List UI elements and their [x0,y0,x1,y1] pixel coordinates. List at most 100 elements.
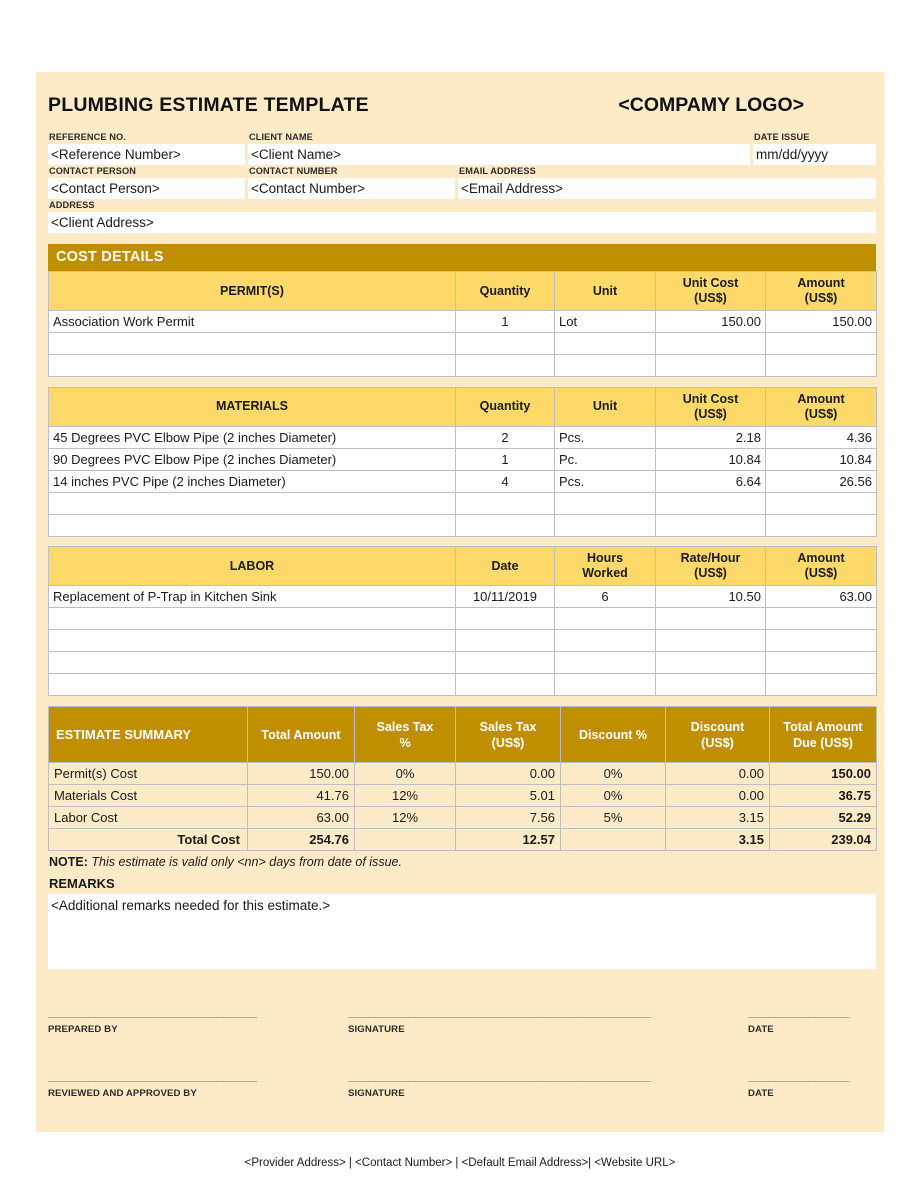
table-row[interactable]: 45 Degrees PVC Elbow Pipe (2 inches Diam… [48,425,877,449]
permit-quantity[interactable] [455,354,555,377]
material-amount: 26.56 [765,469,877,493]
labor-description[interactable] [48,607,456,630]
estimate-page: PLUMBING ESTIMATE TEMPLATE <COMPAMY LOGO… [36,72,884,1132]
summary-sales-tax-pct[interactable]: 12% [354,806,456,829]
material-description[interactable] [48,513,456,537]
summary-total-discount-pct [560,828,666,851]
labor-date[interactable] [455,651,555,674]
summary-discount-pct[interactable]: 0% [560,762,666,785]
labor-rate-per-hour[interactable] [655,673,766,696]
title-bar: PLUMBING ESTIMATE TEMPLATE <COMPAMY LOGO… [48,72,876,131]
labor-rate-per-hour[interactable] [655,629,766,652]
material-unit[interactable] [554,513,656,537]
material-unit[interactable] [554,491,656,515]
material-description[interactable]: 45 Degrees PVC Elbow Pipe (2 inches Diam… [48,425,456,449]
permit-description[interactable] [48,332,456,355]
labor-description[interactable]: Replacement of P-Trap in Kitchen Sink [48,585,456,608]
table-row[interactable] [48,513,877,537]
material-unit[interactable]: Pc. [554,447,656,471]
labor-date[interactable] [455,607,555,630]
labor-hours-worked[interactable] [554,629,656,652]
labor-rate-per-hour[interactable] [655,651,766,674]
table-row[interactable] [48,354,877,377]
material-quantity[interactable]: 2 [455,425,555,449]
labor-col-rate-line1: Rate/Hour [680,551,741,565]
table-row[interactable] [48,673,877,696]
material-unit[interactable]: Pcs. [554,469,656,493]
labor-description[interactable] [48,629,456,652]
material-unit[interactable]: Pcs. [554,425,656,449]
contact-number-field[interactable]: <Contact Number> [248,178,455,199]
summary-sales-tax-usd: 5.01 [455,784,561,807]
permit-quantity[interactable] [455,332,555,355]
address-field[interactable]: <Client Address> [48,212,876,233]
labor-rate-per-hour[interactable]: 10.50 [655,585,766,608]
email-address-field[interactable]: <Email Address> [458,178,876,199]
table-row[interactable]: 90 Degrees PVC Elbow Pipe (2 inches Diam… [48,447,877,471]
material-unit-cost[interactable]: 10.84 [655,447,766,471]
materials-header-row: MATERIALS Quantity Unit Unit Cost (US$) … [48,386,877,427]
material-quantity[interactable] [455,513,555,537]
material-unit-cost[interactable]: 2.18 [655,425,766,449]
summary-col-total-amount: Total Amount [247,706,355,763]
labor-date[interactable] [455,673,555,696]
permit-unit-cost[interactable] [655,332,766,355]
summary-sales-tax-pct[interactable]: 12% [354,784,456,807]
labor-amount [765,673,877,696]
summary-discount-pct[interactable]: 0% [560,784,666,807]
summary-discount-pct[interactable]: 5% [560,806,666,829]
material-quantity[interactable]: 1 [455,447,555,471]
table-row[interactable]: 14 inches PVC Pipe (2 inches Diameter) 4… [48,469,877,493]
summary-sales-tax-pct[interactable]: 0% [354,762,456,785]
permit-description[interactable] [48,354,456,377]
permit-unit-cost[interactable]: 150.00 [655,310,766,333]
client-name-field[interactable]: <Client Name> [248,144,750,165]
material-unit-cost[interactable] [655,491,766,515]
summary-discount-usd: 0.00 [665,784,770,807]
material-quantity[interactable]: 4 [455,469,555,493]
material-quantity[interactable] [455,491,555,515]
permit-quantity[interactable]: 1 [455,310,555,333]
permit-amount [765,354,877,377]
permit-unit-cost[interactable] [655,354,766,377]
table-row[interactable]: Association Work Permit 1 Lot 150.00 150… [48,310,877,333]
table-row[interactable] [48,332,877,355]
material-unit-cost[interactable]: 6.64 [655,469,766,493]
permit-unit[interactable] [554,332,656,355]
permit-unit[interactable] [554,354,656,377]
table-row[interactable] [48,607,877,630]
prepared-by-caption: PREPARED BY [48,1024,118,1035]
table-row[interactable]: Replacement of P-Trap in Kitchen Sink 10… [48,585,877,608]
material-description[interactable]: 90 Degrees PVC Elbow Pipe (2 inches Diam… [48,447,456,471]
permit-amount [765,332,877,355]
remarks-field[interactable]: <Additional remarks needed for this esti… [48,894,876,969]
summary-col-total-due-line1: Total Amount [783,719,863,734]
table-row[interactable] [48,651,877,674]
materials-col-amount-line2: (US$) [804,406,838,421]
summary-label: Labor Cost [48,806,248,829]
address-label: ADDRESS [49,200,95,210]
permit-description[interactable]: Association Work Permit [48,310,456,333]
permit-unit[interactable]: Lot [554,310,656,333]
date-issue-field[interactable]: mm/dd/yyyy [753,144,876,165]
labor-hours-worked[interactable] [554,607,656,630]
signature-2-caption: SIGNATURE [348,1088,405,1099]
material-description[interactable]: 14 inches PVC Pipe (2 inches Diameter) [48,469,456,493]
labor-description[interactable] [48,651,456,674]
labor-date[interactable] [455,629,555,652]
table-row[interactable] [48,491,877,515]
labor-col-hours-line2: Worked [582,566,628,580]
reference-no-field[interactable]: <Reference Number> [48,144,245,165]
labor-rate-per-hour[interactable] [655,607,766,630]
material-unit-cost[interactable] [655,513,766,537]
contact-person-field[interactable]: <Contact Person> [48,178,245,199]
labor-hours-worked[interactable] [554,651,656,674]
labor-hours-worked[interactable]: 6 [554,585,656,608]
labor-date[interactable]: 10/11/2019 [455,585,555,608]
table-row[interactable] [48,629,877,652]
material-amount [765,491,877,515]
summary-discount-usd: 0.00 [665,762,770,785]
labor-hours-worked[interactable] [554,673,656,696]
material-description[interactable] [48,491,456,515]
labor-description[interactable] [48,673,456,696]
